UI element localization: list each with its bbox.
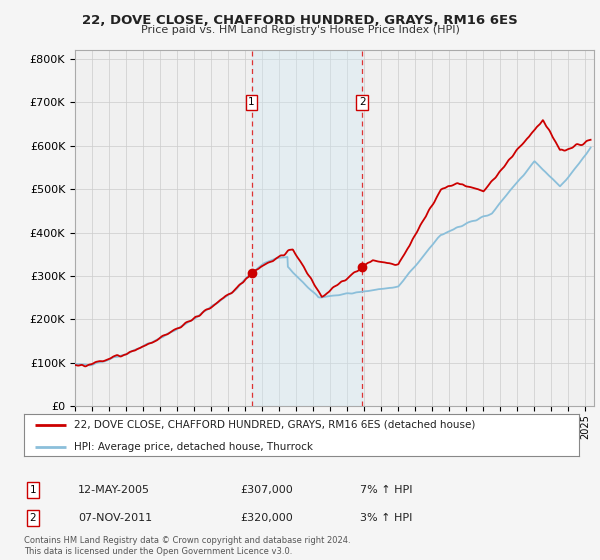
Text: 07-NOV-2011: 07-NOV-2011: [78, 513, 152, 523]
Text: 2: 2: [359, 97, 365, 108]
Text: HPI: Average price, detached house, Thurrock: HPI: Average price, detached house, Thur…: [74, 442, 313, 452]
Text: 22, DOVE CLOSE, CHAFFORD HUNDRED, GRAYS, RM16 6ES (detached house): 22, DOVE CLOSE, CHAFFORD HUNDRED, GRAYS,…: [74, 420, 475, 430]
Bar: [251, 50, 362, 406]
Text: Contains HM Land Registry data © Crown copyright and database right 2024.
This d: Contains HM Land Registry data © Crown c…: [24, 536, 350, 556]
Text: 7% ↑ HPI: 7% ↑ HPI: [360, 485, 413, 495]
Text: Price paid vs. HM Land Registry's House Price Index (HPI): Price paid vs. HM Land Registry's House …: [140, 25, 460, 35]
Text: 12-MAY-2005: 12-MAY-2005: [78, 485, 150, 495]
Text: £307,000: £307,000: [240, 485, 293, 495]
Text: £320,000: £320,000: [240, 513, 293, 523]
Text: 2: 2: [29, 513, 37, 523]
Text: 1: 1: [29, 485, 37, 495]
Text: 1: 1: [248, 97, 255, 108]
Text: 3% ↑ HPI: 3% ↑ HPI: [360, 513, 412, 523]
Text: 22, DOVE CLOSE, CHAFFORD HUNDRED, GRAYS, RM16 6ES: 22, DOVE CLOSE, CHAFFORD HUNDRED, GRAYS,…: [82, 14, 518, 27]
